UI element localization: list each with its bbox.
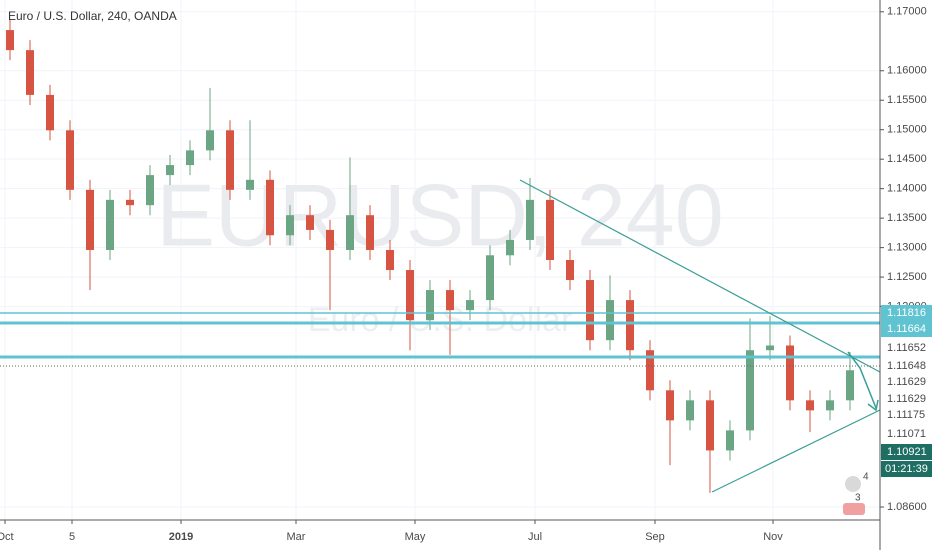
candle-body (366, 215, 374, 250)
y-tick-label: 1.13000 (887, 242, 927, 254)
candle-body (86, 189, 94, 250)
candle-body (846, 370, 854, 401)
badge[interactable]: 3 (843, 493, 865, 515)
watermark: EURUSD, 240 (156, 165, 723, 264)
level-label-box (881, 305, 932, 321)
countdown: 01:21:39 (885, 463, 928, 475)
candle-body (686, 400, 694, 421)
x-tick-label: Nov (763, 531, 783, 543)
candle-body (346, 215, 354, 250)
candle-body (826, 400, 834, 411)
chart-title: Euro / U.S. Dollar, 240, OANDA (8, 9, 177, 23)
candle-body (806, 400, 814, 411)
candle-body (406, 270, 414, 321)
level-label: 1.11175 (887, 409, 925, 421)
x-tick-label: May (405, 531, 426, 543)
candle-body (446, 290, 454, 311)
level-label: 1.11629 (887, 393, 926, 405)
y-tick-label: 1.15000 (887, 124, 927, 136)
candle-body (106, 199, 114, 250)
projection-arrow (847, 351, 877, 409)
badge[interactable]: 4 (845, 472, 869, 492)
trend-line (519, 179, 881, 373)
level-label-box (881, 321, 932, 337)
level-label-box (881, 426, 932, 442)
trend-line (711, 409, 881, 493)
candles (6, 20, 854, 493)
badge-count: 3 (855, 493, 861, 504)
candle-body (286, 215, 294, 236)
candle-body (226, 130, 234, 190)
x-tick-label: Jul (528, 531, 542, 543)
level-label-box (881, 407, 932, 423)
level-label: 1.11648 (887, 360, 926, 372)
y-tick-label: 1.14500 (887, 153, 927, 165)
candle-body (646, 350, 654, 391)
watermark-subtitle: Euro / U.S. Dollar (308, 301, 573, 339)
candle-body (126, 199, 134, 206)
level-label: 1.11071 (887, 428, 926, 440)
candle-body (46, 94, 54, 131)
countdown-box (881, 461, 932, 477)
candle-body (626, 300, 634, 351)
candle-body (666, 390, 674, 421)
candle-body (506, 239, 514, 256)
level-label-box (881, 374, 932, 390)
level-label-box (881, 391, 932, 407)
candle-body (526, 199, 534, 240)
candle-body (66, 130, 74, 190)
candle-body (726, 430, 734, 451)
candle-body (606, 300, 614, 341)
candle-body (266, 179, 274, 236)
x-tick-label: Sep (645, 531, 665, 543)
y-tick-label: 1.14000 (887, 183, 927, 195)
candle-body (486, 255, 494, 301)
badge-icon[interactable] (843, 503, 865, 515)
candle-body (326, 229, 334, 250)
candle-body (186, 150, 194, 166)
candle-body (386, 249, 394, 271)
candle-body (566, 260, 574, 281)
candle-body (746, 350, 754, 431)
y-tick-label: 1.17000 (887, 6, 927, 18)
candle-body (146, 175, 154, 206)
candle-body (706, 400, 714, 451)
current-price-box (881, 444, 932, 460)
y-tick-label: 1.16000 (887, 65, 927, 77)
x-tick-label: Oct (0, 531, 14, 543)
candle-body (546, 199, 554, 260)
x-tick-label: 5 (69, 531, 75, 543)
candle-body (6, 30, 14, 51)
candle-body (206, 130, 214, 151)
x-tick-label: 2019 (169, 531, 193, 543)
candle-body (466, 300, 474, 311)
x-tick-label: Mar (287, 531, 306, 543)
arrow-head (867, 399, 879, 412)
candle-body (786, 345, 794, 401)
level-label: 1.11816 (887, 307, 926, 319)
candle-body (26, 50, 34, 95)
y-tick-label: 1.12500 (887, 271, 927, 283)
level-label: 1.11664 (887, 323, 926, 335)
candle-body (246, 179, 254, 190)
candle-body (426, 290, 434, 321)
y-tick-label: 1.15500 (887, 94, 927, 106)
badge-count: 4 (863, 472, 869, 483)
badge-icon[interactable] (845, 476, 861, 492)
candle-body (166, 165, 174, 176)
candle-body (586, 280, 594, 341)
current-price: 1.10921 (887, 446, 927, 458)
y-tick-label: 1.08600 (887, 501, 927, 513)
level-label-box (881, 340, 932, 356)
price-axis: 1.17000 1.16000 1.15500 1.15000 1.14500 1.140… (0, 6, 932, 543)
level-label: 1.11629 (887, 376, 926, 388)
candle-body (306, 215, 314, 230)
candle-body (766, 345, 774, 351)
y-tick-label: 1.13500 (887, 212, 927, 224)
level-label-box (881, 358, 932, 374)
level-label: 1.11652 (887, 342, 926, 354)
